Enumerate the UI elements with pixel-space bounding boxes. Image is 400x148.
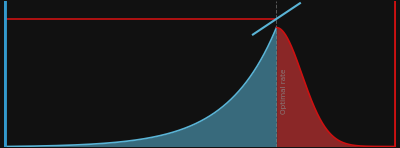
Text: Optimal rate: Optimal rate <box>281 69 287 114</box>
